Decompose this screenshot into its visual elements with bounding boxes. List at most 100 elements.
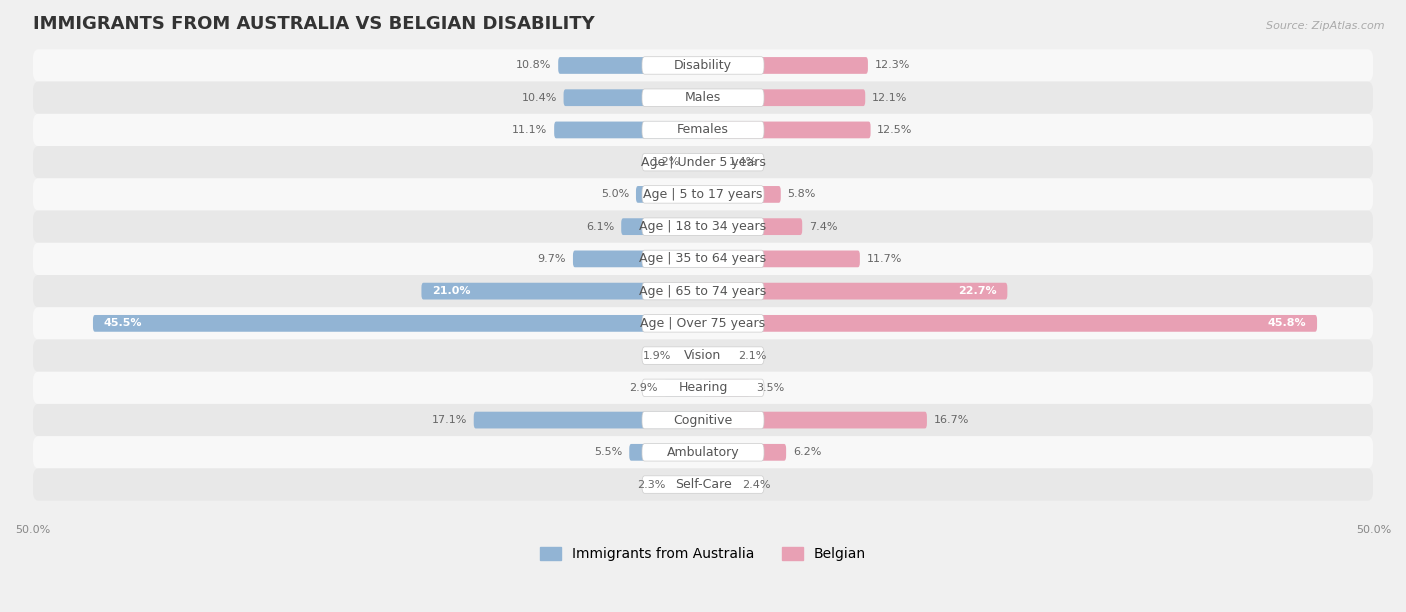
FancyBboxPatch shape <box>32 146 1374 178</box>
FancyBboxPatch shape <box>643 476 763 493</box>
Text: Self-Care: Self-Care <box>675 478 731 491</box>
FancyBboxPatch shape <box>32 436 1374 468</box>
Text: Age | 35 to 64 years: Age | 35 to 64 years <box>640 252 766 266</box>
Text: 5.5%: 5.5% <box>595 447 623 457</box>
FancyBboxPatch shape <box>32 211 1374 243</box>
FancyBboxPatch shape <box>422 283 703 299</box>
Text: Cognitive: Cognitive <box>673 414 733 427</box>
FancyBboxPatch shape <box>643 185 763 203</box>
Text: 5.0%: 5.0% <box>600 189 630 200</box>
FancyBboxPatch shape <box>703 218 803 235</box>
Text: Ambulatory: Ambulatory <box>666 446 740 459</box>
FancyBboxPatch shape <box>703 444 786 461</box>
Text: Vision: Vision <box>685 349 721 362</box>
FancyBboxPatch shape <box>32 243 1374 275</box>
Text: 12.1%: 12.1% <box>872 92 907 103</box>
Text: 12.3%: 12.3% <box>875 61 910 70</box>
FancyBboxPatch shape <box>32 81 1374 114</box>
FancyBboxPatch shape <box>643 444 763 461</box>
Text: Females: Females <box>678 124 728 136</box>
Text: 12.5%: 12.5% <box>877 125 912 135</box>
Text: Age | Over 75 years: Age | Over 75 years <box>641 317 765 330</box>
FancyBboxPatch shape <box>32 50 1374 81</box>
Text: 1.4%: 1.4% <box>728 157 756 167</box>
FancyBboxPatch shape <box>32 371 1374 404</box>
Text: 45.5%: 45.5% <box>104 318 142 329</box>
FancyBboxPatch shape <box>703 283 1007 299</box>
Text: 9.7%: 9.7% <box>537 254 567 264</box>
FancyBboxPatch shape <box>643 57 763 74</box>
Text: Age | Under 5 years: Age | Under 5 years <box>641 155 765 169</box>
Text: 2.3%: 2.3% <box>637 480 665 490</box>
FancyBboxPatch shape <box>643 121 763 139</box>
FancyBboxPatch shape <box>643 347 763 364</box>
FancyBboxPatch shape <box>643 411 763 429</box>
Legend: Immigrants from Australia, Belgian: Immigrants from Australia, Belgian <box>534 542 872 567</box>
Text: 2.4%: 2.4% <box>742 480 770 490</box>
Text: 10.4%: 10.4% <box>522 92 557 103</box>
FancyBboxPatch shape <box>32 340 1374 371</box>
FancyBboxPatch shape <box>630 444 703 461</box>
Text: Age | 18 to 34 years: Age | 18 to 34 years <box>640 220 766 233</box>
Text: IMMIGRANTS FROM AUSTRALIA VS BELGIAN DISABILITY: IMMIGRANTS FROM AUSTRALIA VS BELGIAN DIS… <box>32 15 595 33</box>
Text: 5.8%: 5.8% <box>787 189 815 200</box>
FancyBboxPatch shape <box>643 250 763 267</box>
FancyBboxPatch shape <box>703 347 731 364</box>
FancyBboxPatch shape <box>703 186 780 203</box>
FancyBboxPatch shape <box>558 57 703 74</box>
FancyBboxPatch shape <box>643 89 763 106</box>
Text: 2.9%: 2.9% <box>628 383 658 393</box>
Text: 11.1%: 11.1% <box>512 125 547 135</box>
Text: Age | 65 to 74 years: Age | 65 to 74 years <box>640 285 766 297</box>
FancyBboxPatch shape <box>32 114 1374 146</box>
Text: 2.1%: 2.1% <box>738 351 766 360</box>
FancyBboxPatch shape <box>703 379 749 396</box>
Text: 6.2%: 6.2% <box>793 447 821 457</box>
FancyBboxPatch shape <box>703 89 865 106</box>
FancyBboxPatch shape <box>564 89 703 106</box>
FancyBboxPatch shape <box>32 307 1374 340</box>
Text: 10.8%: 10.8% <box>516 61 551 70</box>
FancyBboxPatch shape <box>32 468 1374 501</box>
FancyBboxPatch shape <box>643 154 763 171</box>
FancyBboxPatch shape <box>554 122 703 138</box>
FancyBboxPatch shape <box>636 186 703 203</box>
FancyBboxPatch shape <box>32 275 1374 307</box>
Text: 22.7%: 22.7% <box>957 286 997 296</box>
Text: Source: ZipAtlas.com: Source: ZipAtlas.com <box>1267 21 1385 31</box>
Text: 45.8%: 45.8% <box>1268 318 1306 329</box>
FancyBboxPatch shape <box>664 379 703 396</box>
FancyBboxPatch shape <box>643 315 763 332</box>
Text: Hearing: Hearing <box>678 381 728 394</box>
FancyBboxPatch shape <box>574 250 703 267</box>
Text: 6.1%: 6.1% <box>586 222 614 232</box>
Text: 1.9%: 1.9% <box>643 351 671 360</box>
Text: Age | 5 to 17 years: Age | 5 to 17 years <box>644 188 762 201</box>
FancyBboxPatch shape <box>703 412 927 428</box>
FancyBboxPatch shape <box>703 122 870 138</box>
FancyBboxPatch shape <box>474 412 703 428</box>
Text: 7.4%: 7.4% <box>808 222 838 232</box>
FancyBboxPatch shape <box>703 154 721 171</box>
Text: 1.2%: 1.2% <box>652 157 681 167</box>
FancyBboxPatch shape <box>643 218 763 236</box>
Text: 3.5%: 3.5% <box>756 383 785 393</box>
FancyBboxPatch shape <box>703 315 1317 332</box>
FancyBboxPatch shape <box>93 315 703 332</box>
Text: 11.7%: 11.7% <box>866 254 901 264</box>
Text: 16.7%: 16.7% <box>934 415 969 425</box>
FancyBboxPatch shape <box>703 57 868 74</box>
Text: 21.0%: 21.0% <box>432 286 471 296</box>
FancyBboxPatch shape <box>703 250 860 267</box>
FancyBboxPatch shape <box>688 154 703 171</box>
FancyBboxPatch shape <box>678 347 703 364</box>
FancyBboxPatch shape <box>703 476 735 493</box>
FancyBboxPatch shape <box>32 178 1374 211</box>
FancyBboxPatch shape <box>672 476 703 493</box>
FancyBboxPatch shape <box>621 218 703 235</box>
FancyBboxPatch shape <box>643 282 763 300</box>
Text: Disability: Disability <box>673 59 733 72</box>
FancyBboxPatch shape <box>32 404 1374 436</box>
Text: Males: Males <box>685 91 721 104</box>
FancyBboxPatch shape <box>643 379 763 397</box>
